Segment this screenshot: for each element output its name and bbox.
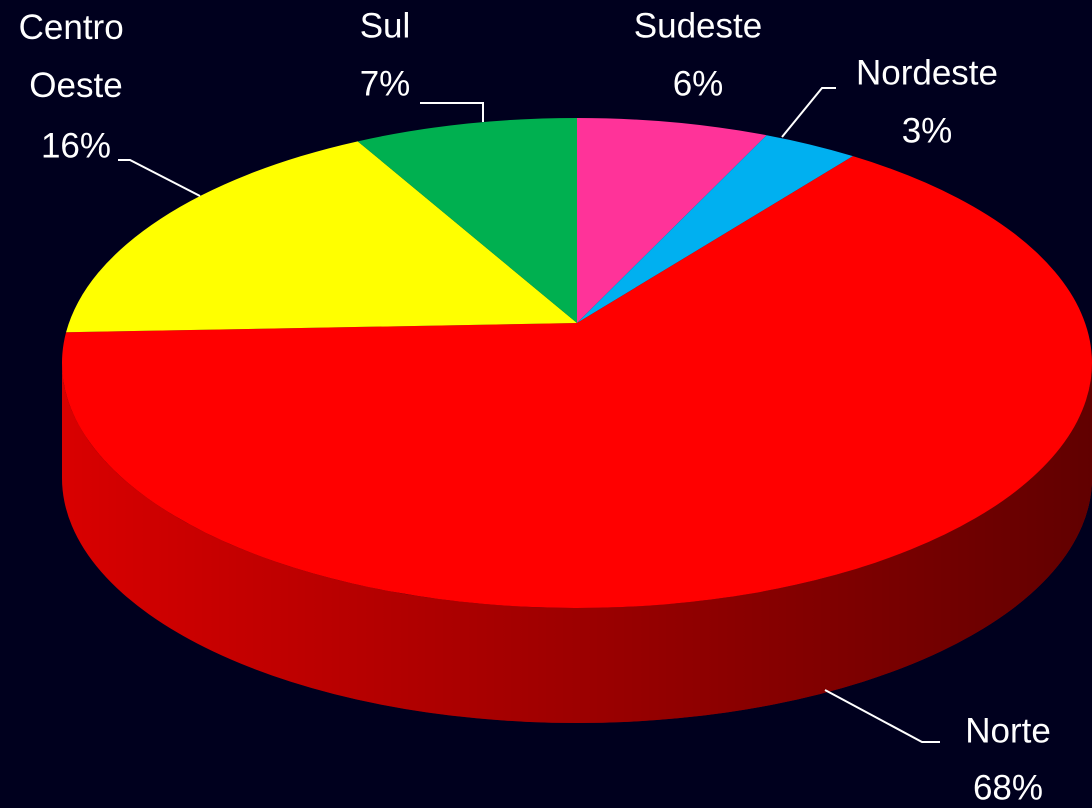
labels: Sudeste 6% Nordeste 3% Norte 68% Centro Oeste 1… xyxy=(19,6,1051,807)
value-label: 3% xyxy=(902,111,953,150)
pie-slice xyxy=(577,135,853,323)
leader-line xyxy=(420,102,484,122)
pie-slice xyxy=(577,118,767,323)
slice-label: Centro Oeste xyxy=(19,8,134,105)
value-label: 7% xyxy=(360,64,411,103)
slice-label: Sul xyxy=(360,6,411,45)
slice-label: Sudeste xyxy=(634,6,762,45)
pie-slice xyxy=(62,156,1092,609)
value-label: 16% xyxy=(41,126,111,165)
leader-line xyxy=(781,87,836,138)
slice-label: Norte xyxy=(965,711,1051,750)
value-label: 68% xyxy=(973,768,1043,807)
value-label: 6% xyxy=(673,64,724,103)
leader-line xyxy=(118,159,201,197)
side-shade xyxy=(62,363,1092,723)
pie-top xyxy=(62,118,1092,609)
slice-label: Nordeste xyxy=(856,53,998,92)
pie-slice xyxy=(66,141,578,333)
pie-sides xyxy=(62,363,1092,723)
pie-slice xyxy=(357,118,577,323)
leader-line xyxy=(824,689,940,743)
